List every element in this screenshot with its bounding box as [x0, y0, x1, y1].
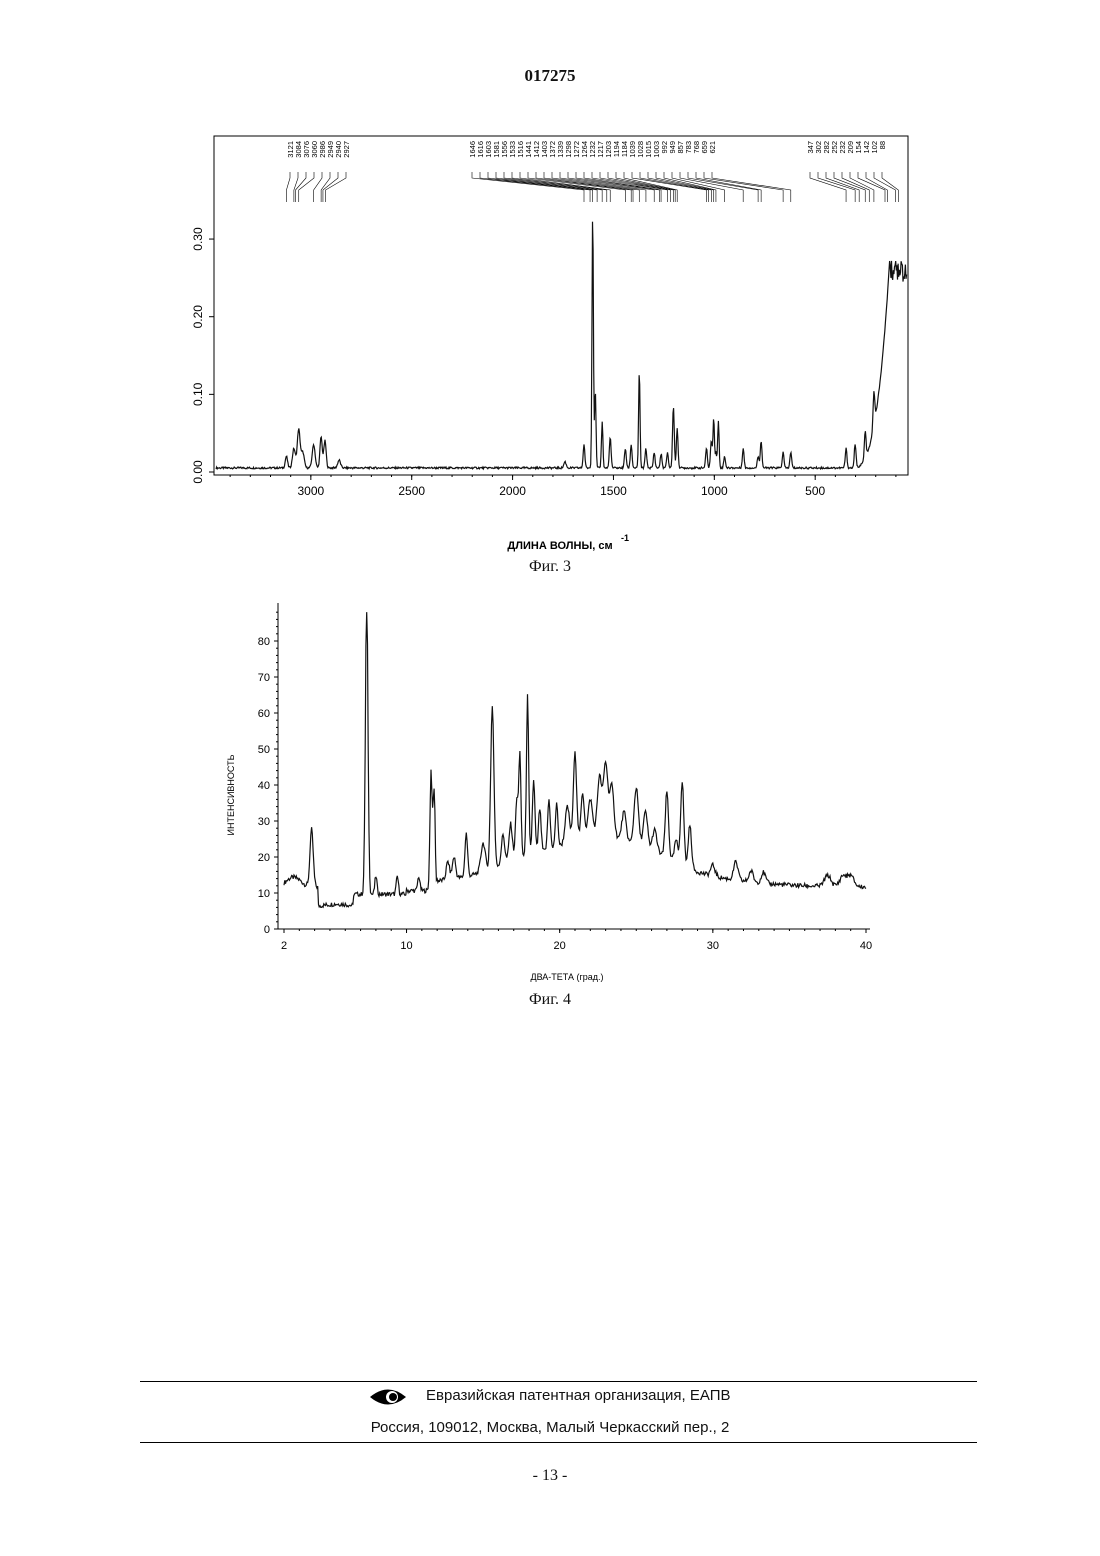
- fig3-peak-leader: [810, 172, 846, 202]
- eapo-eye-logo-icon: [368, 1384, 410, 1410]
- figure3-caption: Фиг. 3: [0, 558, 1100, 576]
- fig4-y-axis-label: ИНТЕНСИВНОСТЬ: [226, 754, 236, 835]
- fig3-x-axis-label: ДЛИНА ВОЛНЫ, см: [507, 540, 612, 552]
- fig3-x-axis-label-sup: -1: [621, 533, 629, 543]
- fig4-y-tick-label: 50: [258, 744, 270, 756]
- fig3-spectrum-line: [216, 222, 907, 469]
- fig3-peak-leader: [314, 172, 322, 202]
- fig4-y-tick-label: 70: [258, 672, 270, 684]
- fig3-peak-leader: [299, 172, 314, 202]
- footer-organization: Евразийская патентная организация, ЕАПВ: [426, 1387, 731, 1404]
- fig4-x-tick-label: 2: [281, 940, 287, 952]
- fig4-y-tick-label: 0: [264, 924, 270, 936]
- footer-divider-top: [140, 1381, 977, 1382]
- fig3-peak-label: 88: [878, 141, 887, 149]
- figure4-chart: 2 10 20 30 40 0 10 20 30 40 50 60 70 80 ИНТЕНСИВНОСТ…: [215, 595, 895, 990]
- fig3-peak-leader: [286, 172, 290, 202]
- document-number: 017275: [0, 66, 1100, 86]
- fig4-x-tick-label: 20: [554, 940, 566, 952]
- fig4-x-tick-label: 10: [400, 940, 412, 952]
- fig3-x-tick-label: 2000: [499, 484, 526, 498]
- fig4-x-axis-label: ДВА-ТЕТА (град.): [530, 972, 603, 982]
- page-number: - 13 -: [0, 1467, 1100, 1485]
- fig4-y-tick-label: 10: [258, 888, 270, 900]
- fig3-peak-leader: [326, 172, 346, 202]
- fig3-x-ticks: 3000 2500 2000 1500 1000 500: [230, 475, 896, 498]
- fig4-y-ticks: 0 10 20 30 40 50 60 70 80: [258, 612, 278, 936]
- fig4-diffractogram-line: [284, 612, 866, 907]
- fig3-x-tick-label: 1500: [600, 484, 627, 498]
- fig4-y-tick-label: 80: [258, 636, 270, 648]
- fig3-peak-leader: [712, 172, 791, 202]
- fig3-peak-leader: [296, 172, 306, 202]
- fig3-x-tick-label: 3000: [297, 484, 324, 498]
- fig3-peak-label: 2927: [342, 141, 351, 158]
- fig4-y-tick-label: 20: [258, 852, 270, 864]
- fig3-x-tick-label: 500: [805, 484, 825, 498]
- fig3-y-tick-label: 0.00: [191, 460, 205, 484]
- fig4-x-ticks: 2 10 20 30 40: [281, 929, 872, 952]
- fig4-x-tick-label: 40: [860, 940, 872, 952]
- figure4-caption: Фиг. 4: [0, 991, 1100, 1009]
- fig4-x-tick-label: 30: [707, 940, 719, 952]
- fig3-x-tick-label: 1000: [701, 484, 728, 498]
- fig3-peak-labels: 3121308430763060298629492940292716461616…: [286, 141, 898, 202]
- fig3-y-tick-label: 0.10: [191, 382, 205, 406]
- footer-divider-bottom: [140, 1442, 977, 1443]
- footer-address: Россия, 109012, Москва, Малый Черкасский…: [0, 1419, 1100, 1436]
- figure3-chart: 3121308430763060298629492940292716461616…: [180, 128, 940, 553]
- fig4-y-tick-label: 60: [258, 708, 270, 720]
- fig3-peak-leader: [826, 172, 859, 202]
- fig3-x-tick-label: 2500: [398, 484, 425, 498]
- fig3-peak-leader: [834, 172, 865, 202]
- fig4-y-tick-label: 30: [258, 816, 270, 828]
- fig4-y-tick-label: 40: [258, 780, 270, 792]
- fig3-y-tick-label: 0.20: [191, 305, 205, 329]
- fig3-y-tick-label: 0.30: [191, 227, 205, 251]
- fig3-peak-leader: [294, 172, 298, 202]
- fig3-peak-label: 621: [708, 141, 717, 154]
- fig3-y-ticks: 0.00 0.10 0.20 0.30: [191, 227, 214, 484]
